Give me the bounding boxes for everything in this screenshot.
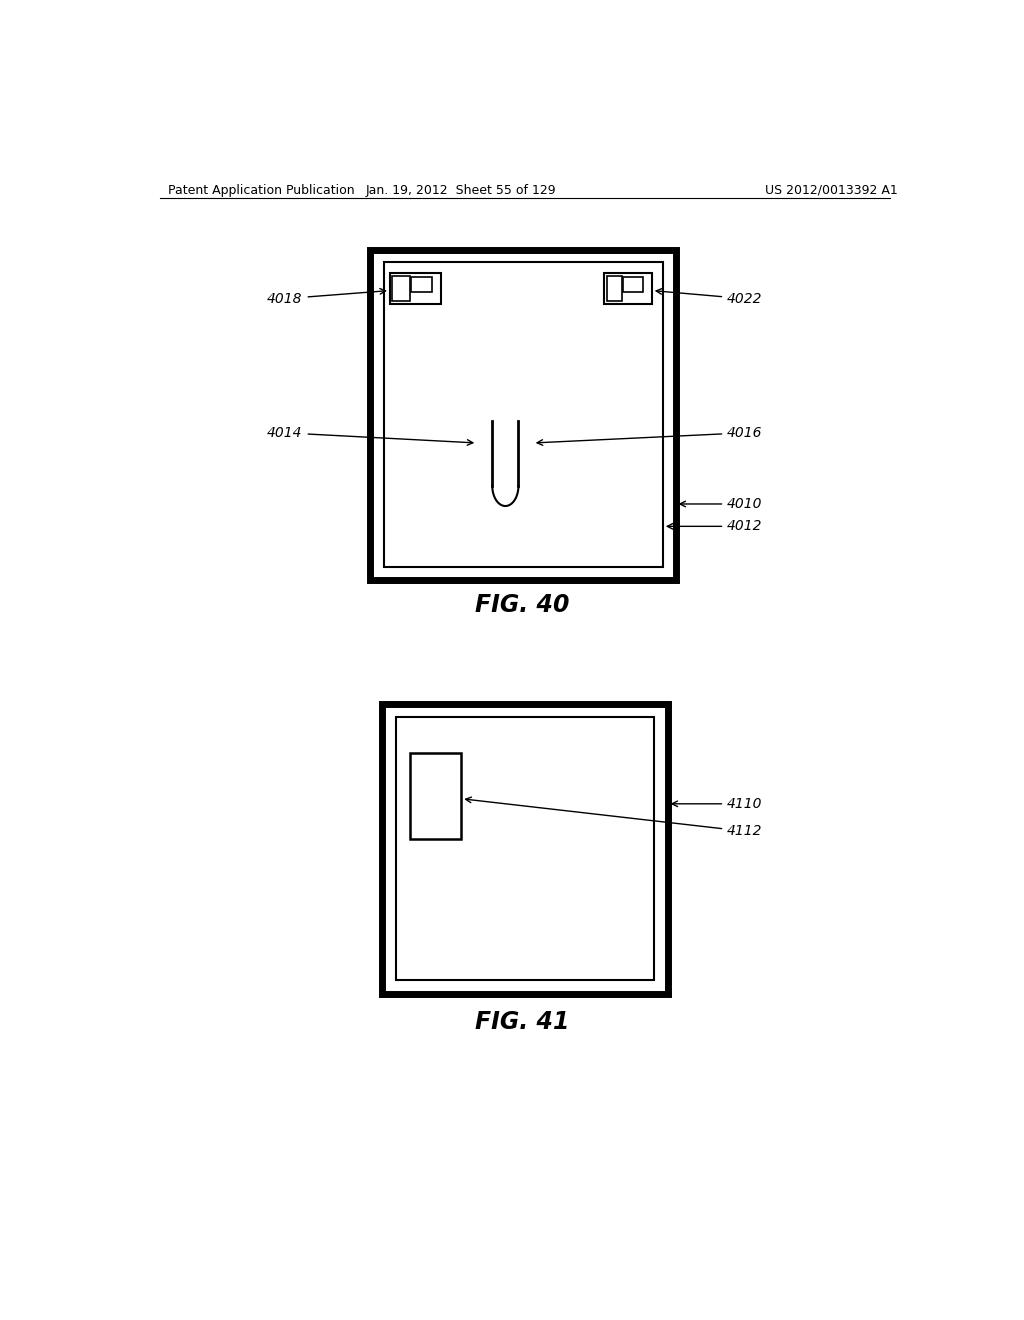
Text: 4112: 4112 (466, 797, 763, 838)
Text: FIG. 41: FIG. 41 (475, 1010, 569, 1034)
Bar (382, 704, 668, 994)
Bar (410, 752, 461, 840)
Text: US 2012/0013392 A1: US 2012/0013392 A1 (765, 183, 898, 197)
Bar (392, 276, 410, 301)
Bar (411, 277, 432, 292)
Text: 4012: 4012 (668, 519, 763, 533)
Text: 4110: 4110 (672, 797, 763, 810)
Bar (624, 277, 643, 292)
Text: Jan. 19, 2012  Sheet 55 of 129: Jan. 19, 2012 Sheet 55 of 129 (366, 183, 557, 197)
Bar (606, 276, 623, 301)
Text: 4018: 4018 (267, 289, 386, 306)
Text: 4022: 4022 (656, 289, 763, 306)
Text: 4016: 4016 (537, 426, 763, 445)
Text: Patent Application Publication: Patent Application Publication (168, 183, 354, 197)
Bar (396, 718, 654, 979)
Bar (390, 273, 441, 304)
Bar (604, 273, 651, 304)
Bar (370, 249, 676, 581)
Text: FIG. 40: FIG. 40 (475, 594, 569, 618)
Text: 4014: 4014 (267, 426, 473, 445)
Text: 4010: 4010 (680, 496, 763, 511)
Bar (384, 263, 663, 568)
